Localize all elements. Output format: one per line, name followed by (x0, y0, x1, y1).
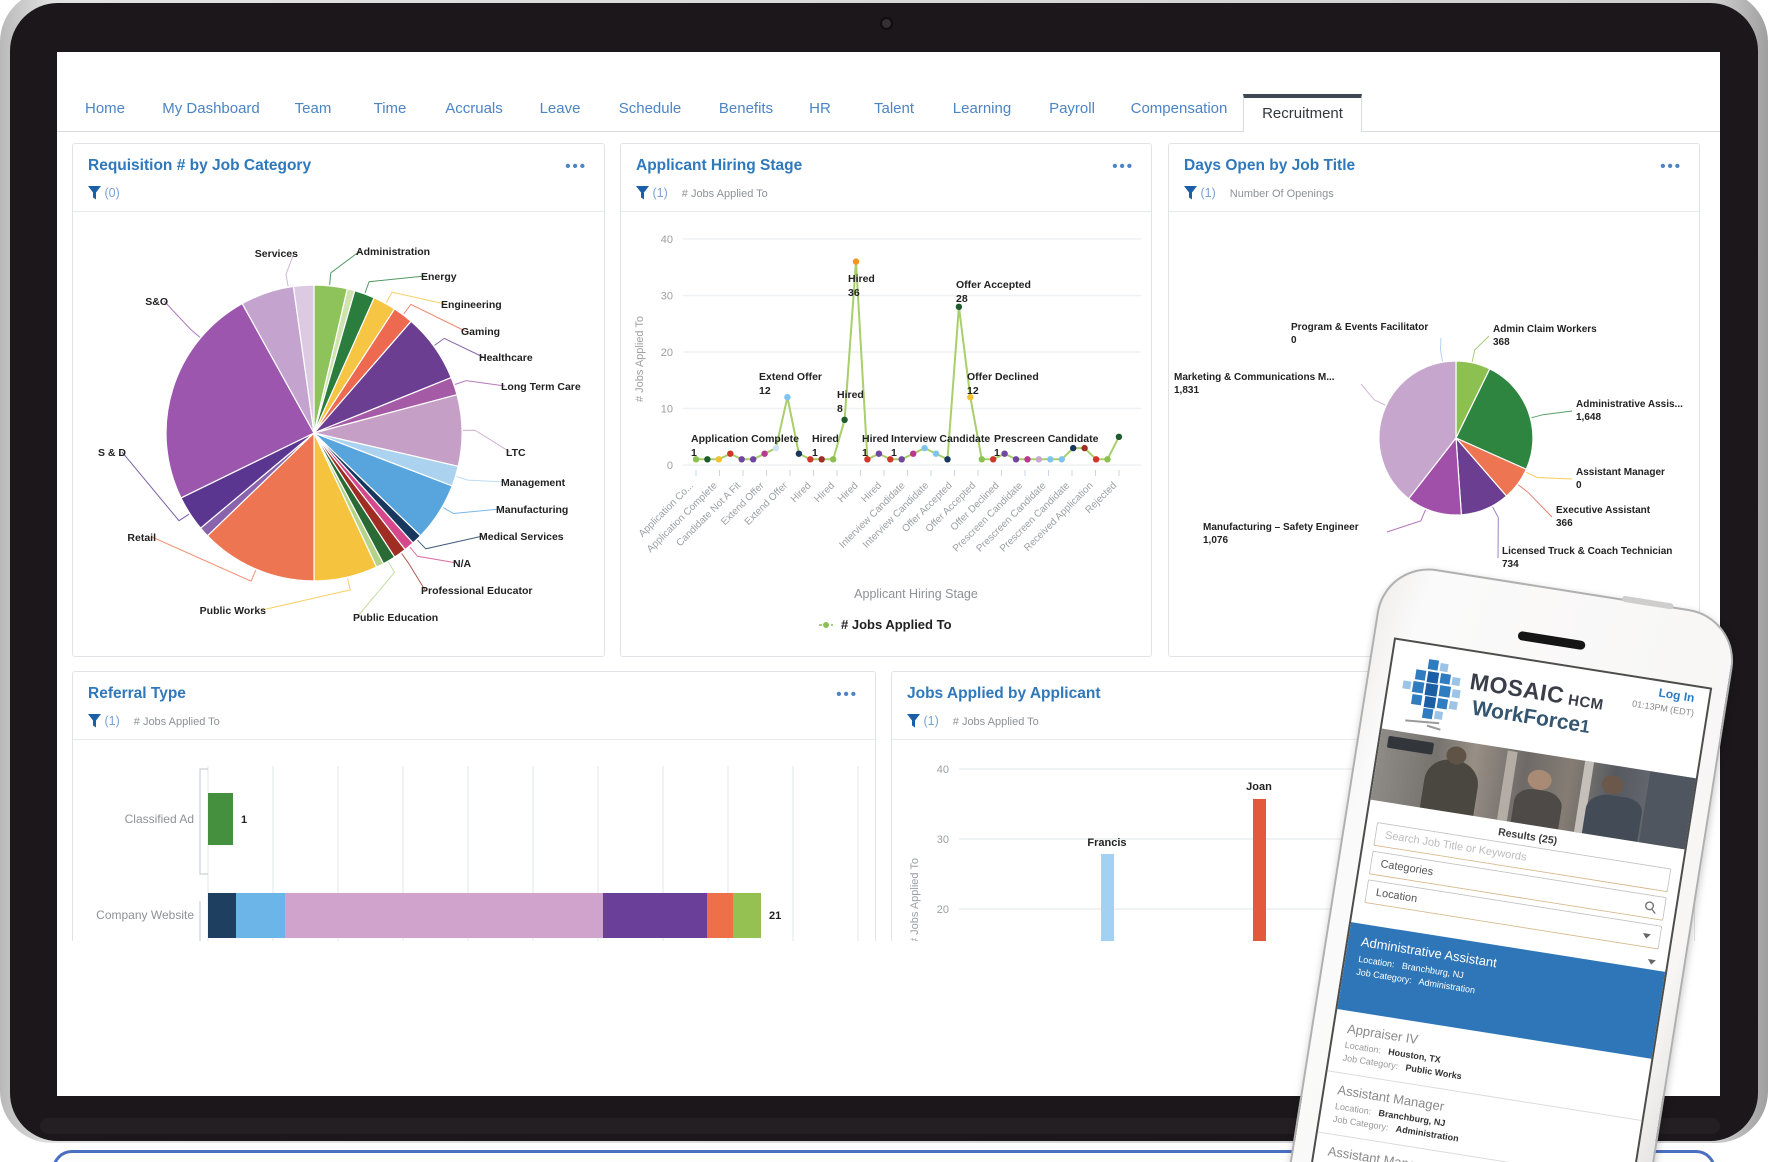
svg-text:12: 12 (967, 385, 979, 397)
svg-text:734: 734 (1502, 559, 1519, 570)
svg-text:1: 1 (812, 447, 818, 459)
svg-text:1: 1 (891, 447, 897, 459)
svg-text:1: 1 (862, 447, 868, 459)
svg-text:Hired: Hired (862, 433, 889, 445)
svg-text:40: 40 (661, 234, 673, 246)
svg-text:Hired: Hired (789, 480, 814, 505)
svg-text:10: 10 (661, 404, 673, 416)
svg-text:Hired: Hired (812, 480, 837, 505)
svg-text:S & D: S & D (98, 447, 126, 459)
svg-text:1: 1 (241, 814, 247, 826)
svg-text:Licensed Truck & Coach Technic: Licensed Truck & Coach Technician (1502, 546, 1672, 557)
svg-text:1: 1 (994, 447, 1000, 459)
svg-text:0: 0 (1291, 335, 1297, 346)
svg-text:Assistant Manager: Assistant Manager (1576, 467, 1665, 478)
svg-text:0: 0 (667, 460, 673, 472)
svg-text:30: 30 (661, 291, 673, 303)
svg-text:Administrative Assis...: Administrative Assis... (1576, 399, 1683, 410)
svg-text:Prescreen Candidate: Prescreen Candidate (994, 433, 1099, 445)
svg-text:Engineering: Engineering (441, 299, 502, 311)
svg-text:# Jobs Applied To: # Jobs Applied To (841, 617, 952, 632)
svg-text:36: 36 (848, 287, 860, 299)
svg-text:Public Education: Public Education (353, 612, 438, 624)
svg-text:Joan: Joan (1246, 781, 1272, 793)
svg-text:21: 21 (769, 910, 781, 922)
svg-text:Interview Candidate: Interview Candidate (891, 433, 990, 445)
svg-text:Management: Management (501, 477, 566, 489)
svg-text:LTC: LTC (506, 447, 526, 459)
svg-text:1,076: 1,076 (1203, 535, 1228, 546)
svg-text:Hired: Hired (812, 433, 839, 445)
svg-text:Administration: Administration (356, 246, 430, 258)
svg-text:Application Complete: Application Complete (691, 433, 799, 445)
svg-text:Healthcare: Healthcare (479, 352, 533, 364)
svg-text:Long Term Care: Long Term Care (501, 381, 581, 393)
svg-text:1,831: 1,831 (1174, 385, 1199, 396)
svg-text:Marketing & Communications M..: Marketing & Communications M... (1174, 372, 1335, 383)
svg-text:Hired: Hired (836, 480, 861, 505)
svg-text:Services: Services (255, 248, 298, 260)
svg-text:Francis: Francis (1087, 837, 1126, 849)
svg-text:N/A: N/A (453, 558, 472, 570)
svg-text:1,648: 1,648 (1576, 412, 1601, 423)
svg-text:Medical Services: Medical Services (479, 531, 564, 543)
svg-text:Applicant Hiring Stage: Applicant Hiring Stage (854, 587, 978, 601)
svg-text:Manufacturing: Manufacturing (496, 504, 568, 516)
svg-text:Extend Offer: Extend Offer (759, 371, 822, 383)
svg-text:20: 20 (661, 347, 673, 359)
svg-text:Hired: Hired (837, 389, 864, 401)
svg-text:Manufacturing – Safety Enginee: Manufacturing – Safety Engineer (1203, 522, 1359, 533)
svg-text:Gaming: Gaming (461, 326, 500, 338)
svg-text:8: 8 (837, 403, 843, 415)
svg-text:30: 30 (937, 834, 949, 846)
svg-text:Admin Claim Workers: Admin Claim Workers (1493, 324, 1597, 335)
svg-text:1: 1 (691, 447, 697, 459)
svg-text:368: 368 (1493, 337, 1510, 348)
svg-text:# Jobs Applied To: # Jobs Applied To (634, 316, 646, 402)
svg-text:Offer Accepted: Offer Accepted (956, 279, 1031, 291)
svg-text:Energy: Energy (421, 271, 457, 283)
svg-text:Hired: Hired (848, 273, 875, 285)
svg-text:S&O: S&O (145, 296, 168, 308)
svg-text:Program & Events Facilitator: Program & Events Facilitator (1291, 322, 1428, 333)
svg-text:Classified Ad: Classified Ad (125, 812, 194, 826)
svg-text:Professional Educator: Professional Educator (421, 585, 532, 597)
svg-text:Executive Assistant: Executive Assistant (1556, 505, 1651, 516)
svg-text:12: 12 (759, 385, 771, 397)
svg-text:Offer Declined: Offer Declined (967, 371, 1039, 383)
svg-text:40: 40 (937, 764, 949, 776)
svg-text:366: 366 (1556, 518, 1573, 529)
svg-text:0: 0 (1576, 480, 1582, 491)
svg-text:20: 20 (937, 904, 949, 916)
svg-text:# Jobs Applied To: # Jobs Applied To (909, 858, 921, 941)
svg-text:Public Works: Public Works (200, 605, 266, 617)
svg-text:Company Website: Company Website (96, 908, 194, 922)
svg-text:28: 28 (956, 293, 968, 305)
svg-text:Retail: Retail (127, 532, 156, 544)
